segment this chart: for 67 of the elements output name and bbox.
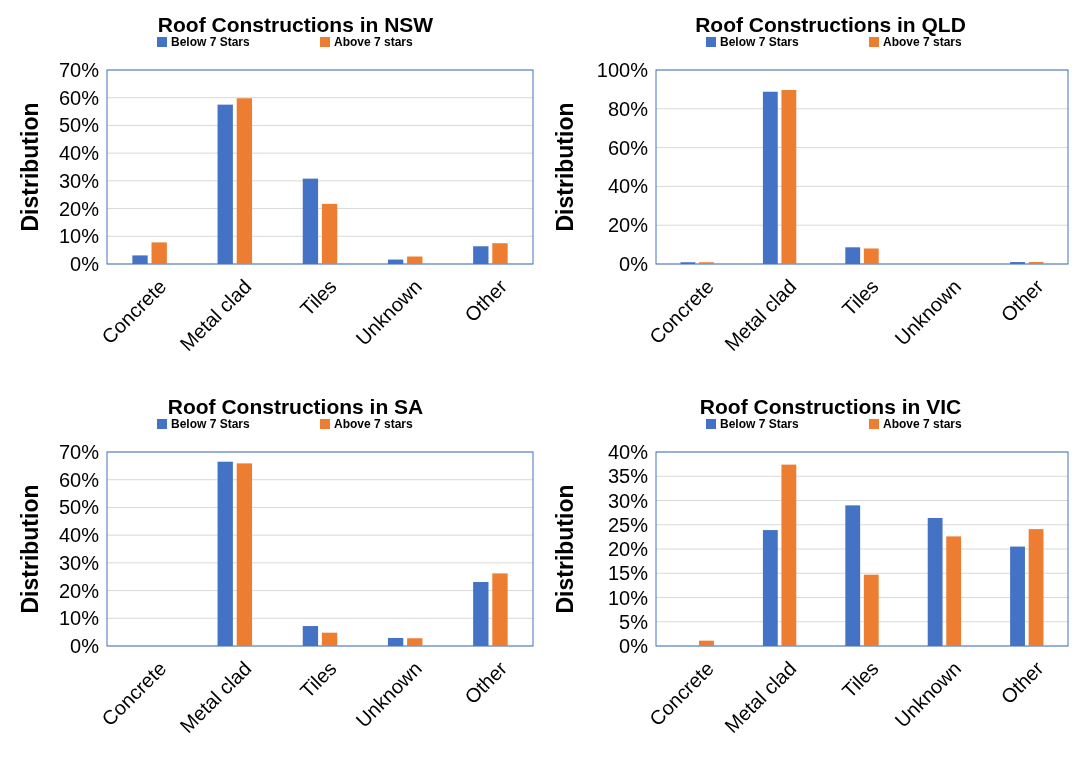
- bar: [1028, 529, 1044, 646]
- y-axis-title: Distribution: [17, 484, 43, 614]
- bar: [236, 463, 253, 646]
- x-tick-label: Tiles: [295, 657, 341, 703]
- bar: [699, 640, 714, 646]
- y-tick-label: 30%: [607, 489, 649, 512]
- bar: [781, 89, 797, 264]
- bar: [407, 638, 423, 646]
- y-tick-label: 80%: [607, 97, 649, 120]
- chart-title: Roof Constructions in SA: [167, 395, 424, 418]
- bar: [236, 98, 253, 264]
- y-tick-label: 60%: [58, 468, 100, 491]
- y-tick-label: 50%: [58, 114, 100, 137]
- y-tick-label: 0%: [619, 253, 649, 275]
- y-tick-label: 60%: [607, 136, 649, 159]
- y-tick-label: 20%: [607, 538, 649, 560]
- chart-title: Roof Constructions in QLD: [695, 13, 966, 36]
- y-tick-label: 0%: [70, 253, 100, 275]
- chart-title: Roof Constructions in VIC: [699, 395, 962, 418]
- y-axis-title: Distribution: [552, 102, 578, 232]
- legend-label: Below 7 Stars: [171, 35, 251, 49]
- bar: [863, 574, 879, 646]
- y-tick-label: 40%: [607, 175, 649, 198]
- y-tick-label: 70%: [58, 441, 100, 463]
- y-tick-label: 20%: [58, 197, 100, 220]
- legend-label: Above 7 stars: [334, 417, 414, 431]
- y-tick-label: 10%: [58, 225, 100, 248]
- y-tick-label: 30%: [58, 169, 100, 192]
- x-tick-label: Tiles: [295, 275, 341, 321]
- legend-label: Below 7 Stars: [720, 35, 800, 49]
- y-tick-label: 10%: [58, 607, 100, 630]
- bar: [407, 256, 423, 264]
- y-tick-label: 0%: [70, 635, 100, 657]
- y-tick-label: 30%: [58, 551, 100, 574]
- legend-label: Below 7 Stars: [171, 417, 251, 431]
- bar: [492, 243, 508, 264]
- y-tick-label: 10%: [607, 586, 649, 609]
- y-tick-label: 20%: [58, 579, 100, 602]
- y-tick-label: 100%: [596, 59, 649, 81]
- bar: [321, 632, 338, 646]
- y-tick-label: 0%: [619, 635, 649, 657]
- y-axis-title: Distribution: [17, 102, 43, 232]
- y-tick-label: 60%: [58, 86, 100, 109]
- legend-label: Above 7 stars: [883, 417, 963, 431]
- legend-label: Below 7 Stars: [720, 417, 800, 431]
- y-tick-label: 40%: [58, 524, 100, 547]
- bar: [863, 248, 879, 264]
- y-tick-label: 40%: [58, 142, 100, 165]
- y-tick-label: 40%: [607, 441, 649, 463]
- y-tick-label: 50%: [58, 496, 100, 519]
- y-axis-title: Distribution: [552, 484, 578, 614]
- y-tick-label: 15%: [607, 562, 649, 585]
- y-tick-label: 35%: [607, 465, 649, 488]
- legend-label: Above 7 stars: [334, 35, 414, 49]
- bar: [151, 242, 167, 264]
- legend-label: Above 7 stars: [883, 35, 963, 49]
- y-tick-label: 5%: [619, 610, 649, 633]
- y-tick-label: 70%: [58, 59, 100, 81]
- bar: [321, 203, 338, 264]
- x-tick-label: Tiles: [837, 657, 883, 703]
- bar: [781, 464, 797, 646]
- bar: [946, 536, 962, 646]
- y-tick-label: 20%: [607, 214, 649, 237]
- x-tick-label: Tiles: [837, 275, 883, 321]
- y-tick-label: 25%: [607, 513, 649, 536]
- chart-title: Roof Constructions in NSW: [157, 13, 434, 36]
- bar: [492, 573, 508, 646]
